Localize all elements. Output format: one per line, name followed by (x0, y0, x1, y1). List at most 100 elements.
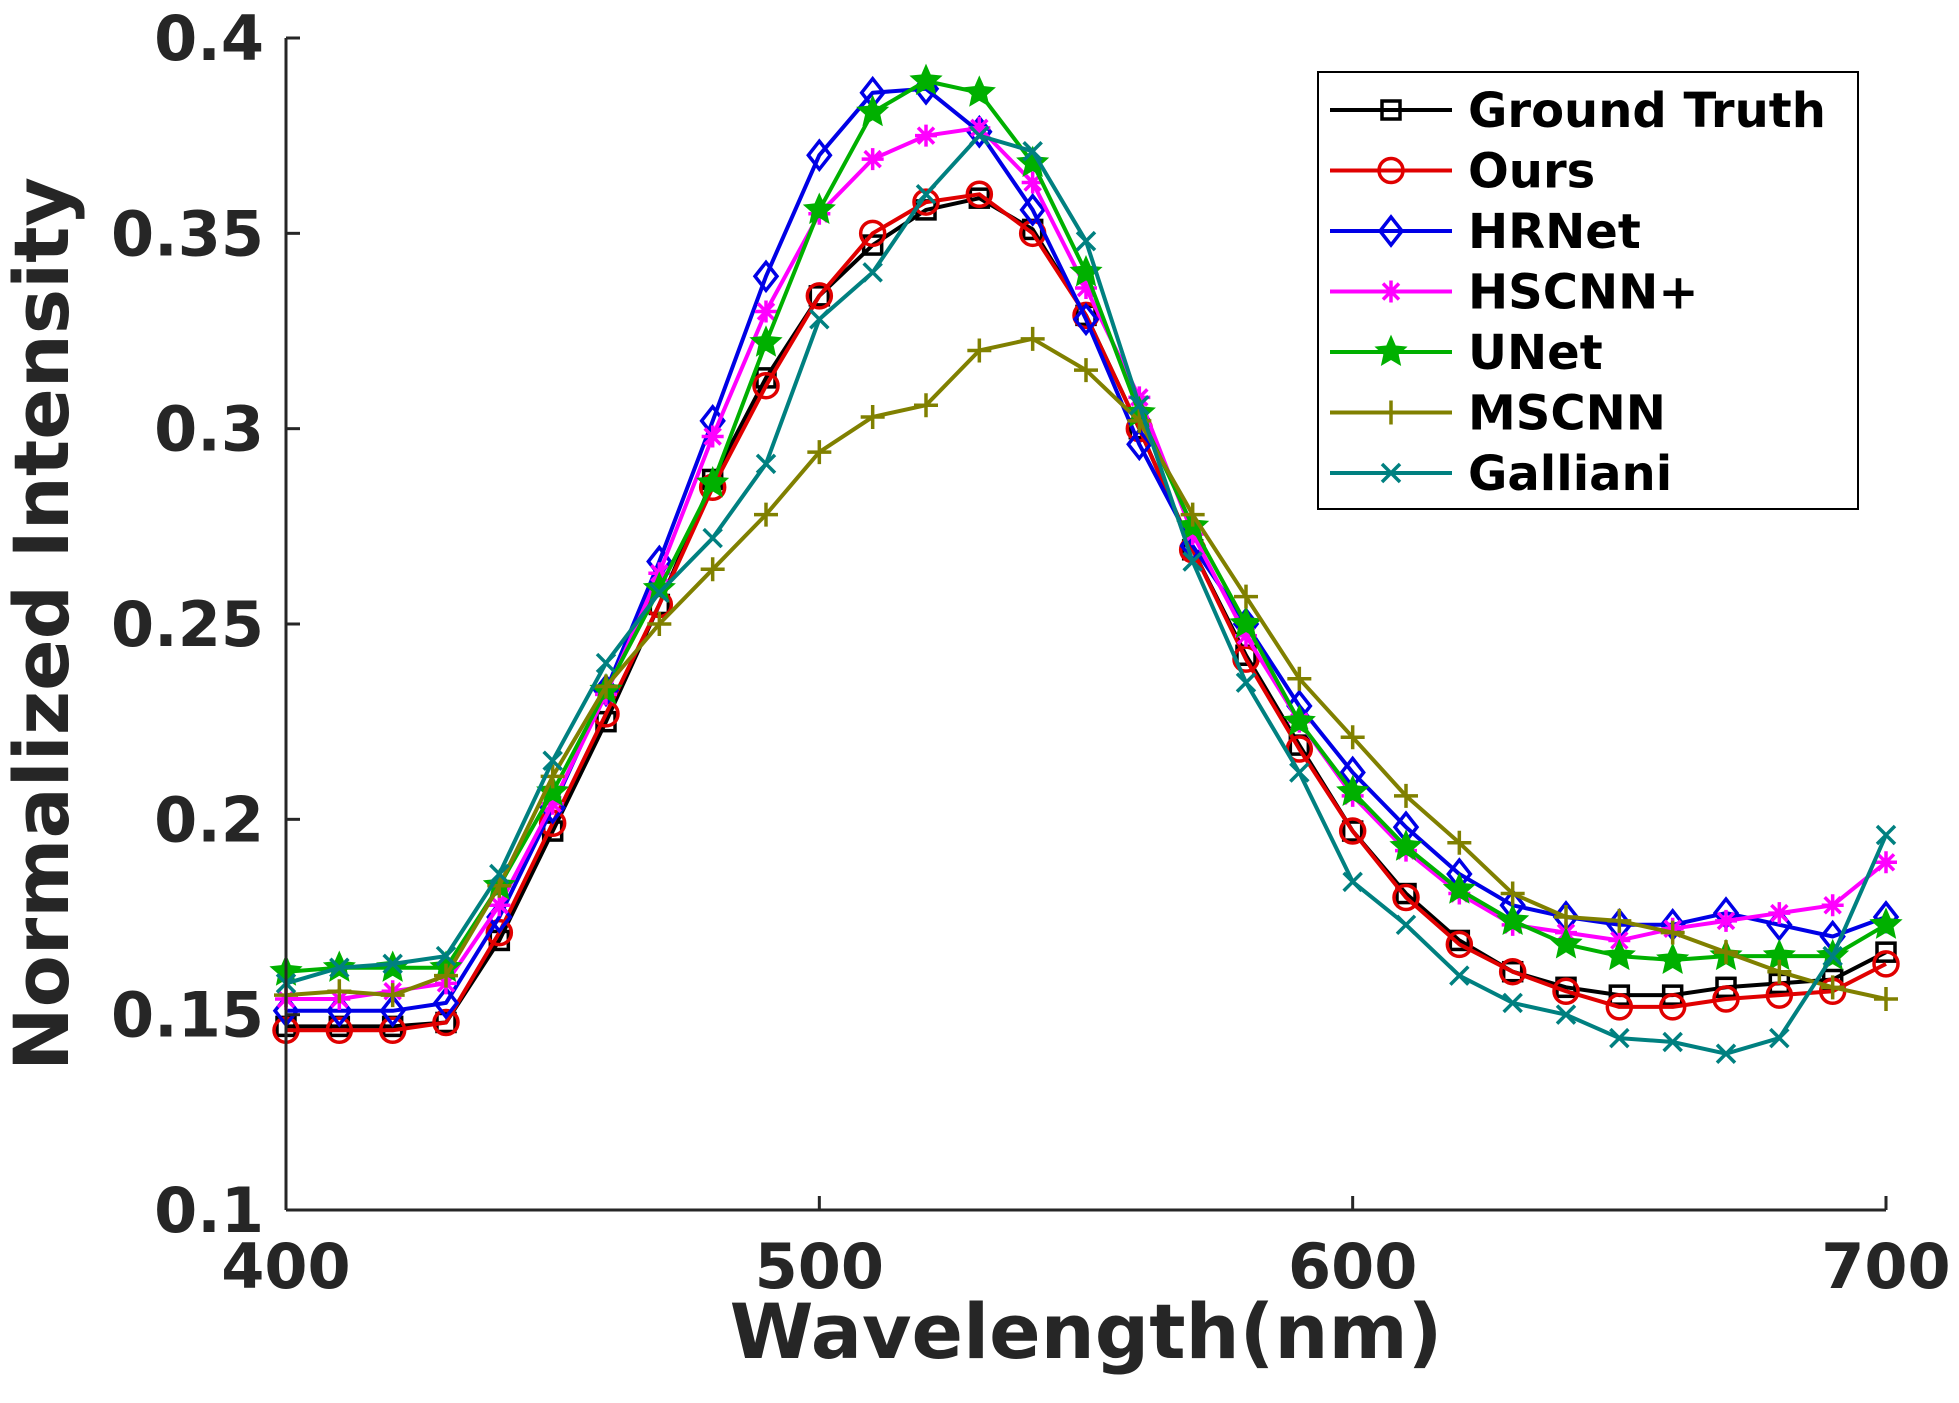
data-point-mscnn (1607, 908, 1632, 933)
data-point-mscnn (860, 404, 885, 429)
data-point-hrnet (1019, 193, 1046, 227)
ticks-layer: 400 500 600 700 0.1 0.15 0.2 0.25 0.3 0.35 0.4 (111, 2, 1951, 1303)
data-point-unet (962, 75, 996, 107)
data-point-ours (1712, 985, 1740, 1013)
series-mscnn (274, 326, 1898, 1012)
data-point-hscnn (1075, 277, 1097, 300)
data-point-hrnet (752, 259, 780, 294)
data-point-mscnn (967, 338, 992, 363)
data-point-hscnn (1021, 171, 1044, 194)
data-point-unet (1336, 774, 1370, 807)
data-point-ours (1392, 883, 1420, 912)
data-point-galliani (1609, 1027, 1630, 1049)
data-point-galliani (969, 125, 990, 146)
data-point-mscnn (1180, 502, 1205, 527)
data-point-unet (856, 94, 890, 127)
data-point-galliani (1235, 672, 1257, 693)
data-point-galliani (1395, 914, 1417, 936)
data-point-galliani (595, 652, 617, 674)
data-point-ours (1338, 817, 1367, 845)
data-point-galliani (329, 957, 350, 979)
data-point-unet (696, 466, 730, 498)
data-point-hscnn (915, 124, 937, 147)
data-point-galliani (1449, 965, 1470, 986)
data-point-ours (912, 188, 940, 216)
data-point-galliani (1715, 1043, 1737, 1064)
data-point-mscnn (1074, 358, 1098, 383)
x-tick-label: 600 (1288, 1230, 1417, 1303)
data-point-mscnn (1874, 987, 1898, 1012)
y-tick-label: 0.15 (111, 979, 264, 1052)
series-layer (269, 63, 1903, 1064)
data-point-hscnn (488, 894, 511, 917)
data-point-ours (805, 282, 834, 310)
y-tick-label: 0.25 (111, 588, 264, 661)
series-galliani (275, 125, 1897, 1064)
data-point-ours (858, 219, 887, 248)
data-point-hscnn (701, 425, 724, 448)
legend-label: Ours (1468, 144, 1595, 200)
data-point-mscnn (1394, 783, 1418, 808)
data-point-galliani (489, 863, 510, 885)
y-tick-label: 0.1 (154, 1174, 264, 1247)
data-point-galliani (435, 945, 457, 967)
data-point-ground-truth (1875, 941, 1897, 963)
data-point-ours (432, 1008, 460, 1037)
data-point-galliani (809, 309, 830, 330)
data-point-unet (1282, 704, 1316, 736)
legend-label: Galliani (1468, 446, 1672, 502)
data-point-ours (378, 1016, 407, 1045)
legend-item-ours: Ours (1330, 144, 1595, 200)
data-point-galliani (915, 184, 937, 205)
data-point-galliani (755, 453, 777, 475)
data-point-hscnn (541, 792, 564, 815)
legend-item-hscnn: HSCNN+ (1330, 265, 1699, 321)
data-point-unet (1549, 926, 1583, 959)
legend-item-ground-truth: Ground Truth (1330, 83, 1826, 139)
data-point-galliani (1875, 824, 1897, 846)
data-point-hscnn (861, 148, 884, 171)
legend: Ground TruthOursHRNetHSCNN+UNetMSCNNGall… (1317, 71, 1859, 510)
data-point-unet (1229, 606, 1263, 639)
data-point-ground-truth (1661, 984, 1684, 1006)
data-point-galliani (1769, 1027, 1790, 1049)
data-point-galliani (862, 262, 883, 283)
y-tick-label: 0.2 (154, 783, 264, 856)
legend-label: HSCNN+ (1468, 265, 1699, 321)
legend-item-galliani: Galliani (1330, 446, 1672, 502)
legend-label: HRNet (1468, 204, 1641, 260)
data-point-mscnn (1714, 940, 1738, 965)
x-axis-label: Wavelength(nm) (730, 1287, 1443, 1376)
data-point-ours (752, 371, 780, 400)
data-point-mscnn (807, 440, 832, 465)
data-point-galliani (1822, 945, 1843, 967)
data-point-mscnn (1554, 905, 1578, 929)
data-point-mscnn (1127, 408, 1152, 433)
data-point-hrnet (1072, 302, 1100, 337)
data-point-mscnn (914, 393, 938, 418)
data-point-mscnn (380, 983, 405, 1008)
legend-marker-mscnn (1379, 400, 1403, 425)
data-point-hrnet (806, 138, 833, 173)
legend-item-unet: UNet (1330, 325, 1603, 381)
data-point-ground-truth (1715, 976, 1737, 999)
y-tick-label: 0.35 (111, 197, 264, 270)
data-point-hscnn (1715, 909, 1737, 932)
data-point-hrnet (1126, 427, 1153, 462)
legend-item-hrnet: HRNet (1330, 204, 1641, 260)
legend-marker-ours (1377, 156, 1405, 185)
data-point-hrnet (379, 993, 406, 1028)
data-point-galliani (1342, 871, 1363, 893)
data-point-hscnn (755, 300, 777, 323)
data-point-galliani (542, 750, 563, 771)
data-point-ground-truth (1608, 984, 1631, 1006)
data-point-unet (909, 63, 943, 96)
data-point-ours (1658, 993, 1687, 1021)
data-point-ours (1872, 950, 1900, 978)
data-point-mscnn (700, 557, 725, 582)
data-point-galliani (382, 953, 403, 975)
data-point-mscnn (1500, 881, 1525, 906)
legend-marker-hrnet (1377, 214, 1405, 248)
data-point-hscnn (1768, 902, 1791, 925)
